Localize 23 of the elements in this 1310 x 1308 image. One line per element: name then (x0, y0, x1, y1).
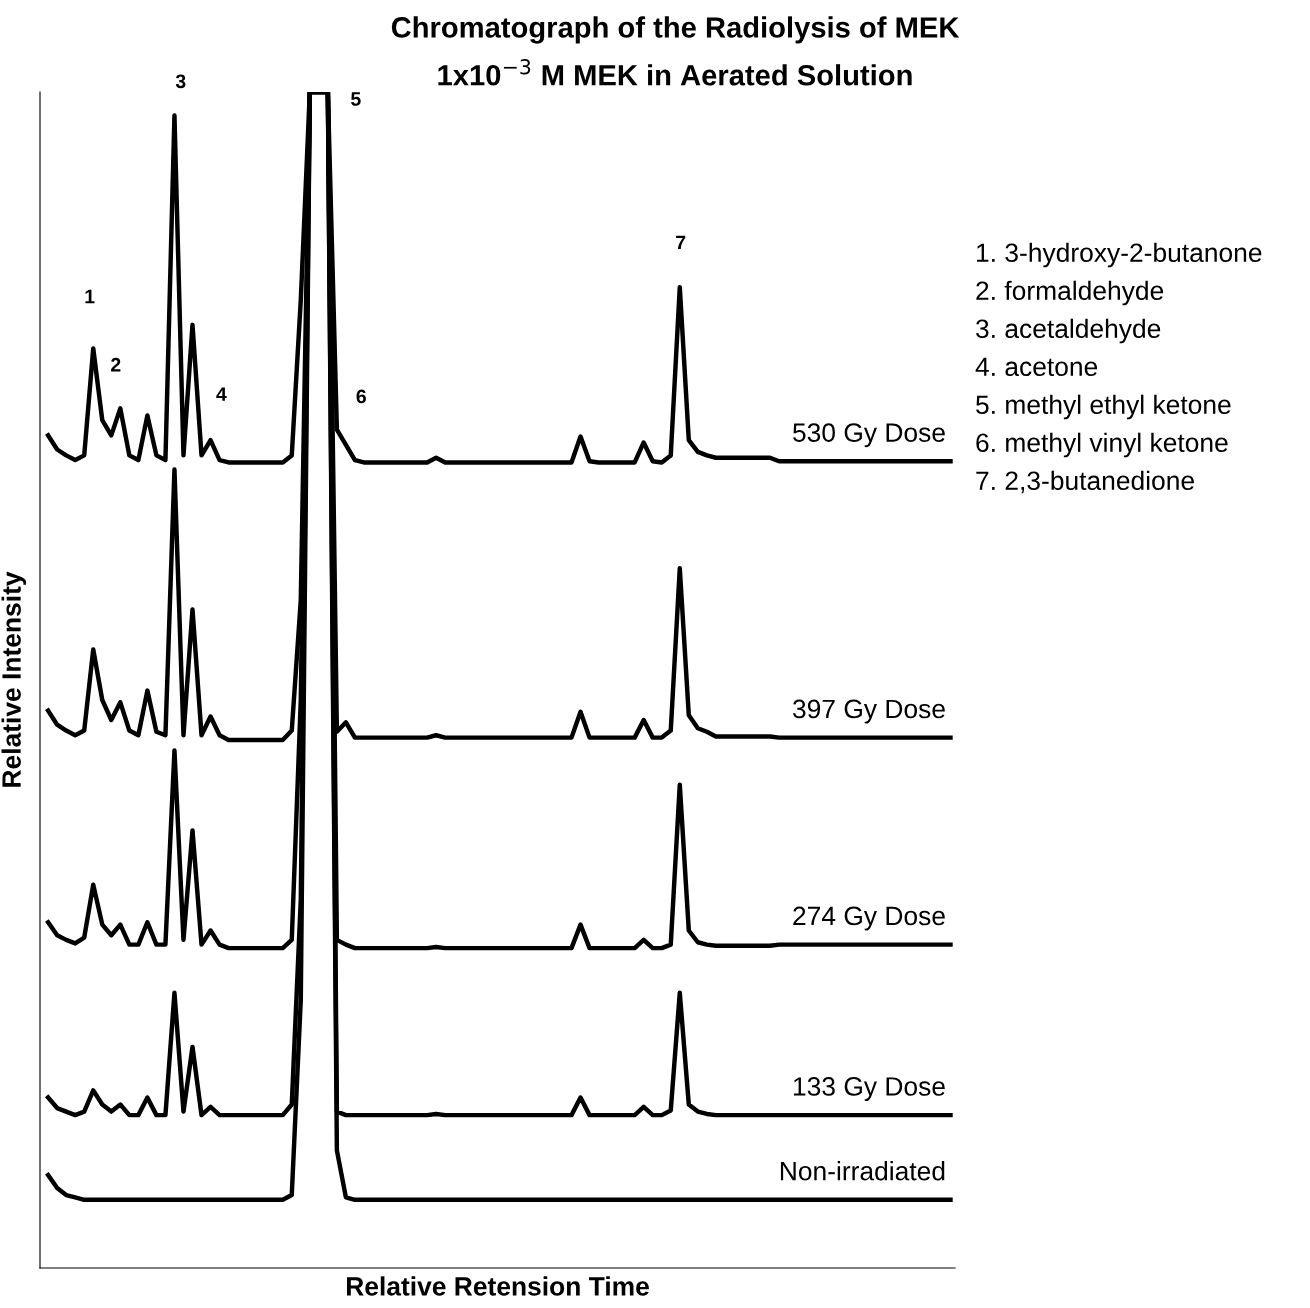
annotation: 5 (351, 92, 361, 106)
annotation: 2 (111, 357, 121, 372)
chart-title: Chromatograph of the Radiolysis of MEK (391, 16, 960, 44)
text: 1. 3-hydroxy-2-butanone (977, 242, 1262, 268)
text: 3 (175, 74, 186, 89)
annotation: 1 (85, 289, 95, 304)
y-axis-title: Relative Intensity (1, 571, 27, 787)
annotation: 6 (356, 389, 366, 404)
x-axis-title: Relative Retension Time (346, 1276, 649, 1296)
series-label: 530 Gy Dose (793, 423, 945, 448)
chart-subtitle: 1x10$^{−3}$ M MEK in Aerated Solution (438, 59, 912, 86)
text: 4. acetone (975, 357, 1098, 377)
annotation: 7 (676, 235, 686, 250)
text: 5. methyl ethyl ketone (976, 394, 1231, 420)
series-label: Non-irradiated (780, 1161, 945, 1181)
series-label: 397 Gy Dose (792, 699, 945, 724)
text: 6. methyl vinyl ketone (976, 432, 1228, 458)
text: 3. acetaldehyde (976, 318, 1161, 344)
text: 2. formaldehyde (976, 280, 1164, 306)
annotation: 4 (216, 387, 227, 401)
series-label: 274 Gy Dose (793, 906, 945, 931)
series-label: 133 Gy Dose (793, 1077, 945, 1102)
text: 7. 2,3-butanedione (976, 470, 1194, 494)
